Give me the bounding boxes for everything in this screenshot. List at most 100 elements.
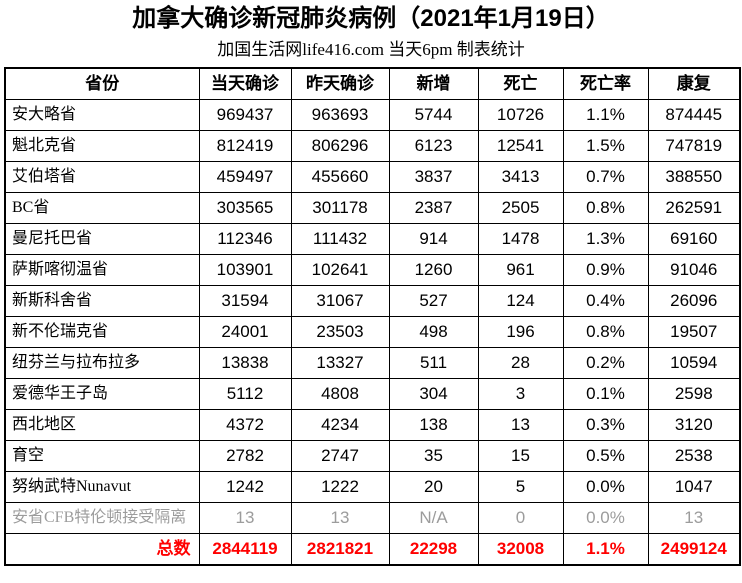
province-name-cell: 纽芬兰与拉布拉多 (4, 347, 200, 379)
value-cell: 2782 (198, 440, 292, 472)
value-cell: 124 (477, 285, 564, 317)
value-cell: 3837 (388, 161, 479, 193)
province-name-cell: 新不伦瑞克省 (4, 316, 200, 348)
value-cell: 112346 (198, 223, 292, 255)
table-row: 纽芬兰与拉布拉多 13838 13327 511 28 0.2% 10594 (4, 347, 741, 379)
province-name-cell: 艾伯塔省 (4, 161, 200, 193)
province-name-cell: 魁北克省 (4, 130, 200, 162)
value-cell: 1.1% (562, 99, 649, 131)
table-row: 西北地区 4372 4234 138 13 0.3% 3120 (4, 409, 741, 441)
value-cell: 0.8% (562, 192, 649, 224)
value-cell: 969437 (198, 99, 292, 131)
value-cell: 806296 (290, 130, 390, 162)
value-cell: 2538 (647, 440, 741, 472)
col-header-today: 当天确诊 (198, 67, 292, 100)
table-header-row: 省份 当天确诊 昨天确诊 新增 死亡 死亡率 康复 (4, 67, 741, 100)
table-row: 安大略省 969437 963693 5744 10726 1.1% 874445 (4, 99, 741, 131)
value-cell: 13 (198, 502, 292, 534)
value-cell: 24001 (198, 316, 292, 348)
value-cell: 91046 (647, 254, 741, 286)
value-cell: 304 (388, 378, 479, 410)
col-header-province: 省份 (4, 67, 200, 100)
page-subtitle: 加国生活网life416.com 当天6pm 制表统计 (217, 40, 525, 59)
value-cell: 15 (477, 440, 564, 472)
value-cell: 0.5% (562, 440, 649, 472)
province-name-cell: 育空 (4, 440, 200, 472)
table-row: 育空 2782 2747 35 15 0.5% 2538 (4, 440, 741, 472)
table-row: 总数 2844119 2821821 22298 32008 1.1% 2499124 (4, 533, 741, 566)
value-cell: 2387 (388, 192, 479, 224)
value-cell: 301178 (290, 192, 390, 224)
value-cell: 1242 (198, 471, 292, 503)
page-title: 加拿大确诊新冠肺炎病例（2021年1月19日） (132, 5, 610, 32)
value-cell: 28 (477, 347, 564, 379)
value-cell: 388550 (647, 161, 741, 193)
value-cell: 13327 (290, 347, 390, 379)
value-cell: 5744 (388, 99, 479, 131)
value-cell: 0.0% (562, 471, 649, 503)
value-cell: 2499124 (647, 533, 741, 566)
value-cell: 26096 (647, 285, 741, 317)
value-cell: 196 (477, 316, 564, 348)
value-cell: 103901 (198, 254, 292, 286)
value-cell: 0.1% (562, 378, 649, 410)
col-header-recovered: 康复 (647, 67, 741, 100)
value-cell: 31594 (198, 285, 292, 317)
col-header-yesterday: 昨天确诊 (290, 67, 390, 100)
province-name-cell: 努纳武特Nunavut (4, 471, 200, 503)
table-row: 曼尼托巴省 112346 111432 914 1478 1.3% 69160 (4, 223, 741, 255)
value-cell: 0.2% (562, 347, 649, 379)
value-cell: 69160 (647, 223, 741, 255)
value-cell: N/A (388, 502, 479, 534)
value-cell: 138 (388, 409, 479, 441)
value-cell: 4234 (290, 409, 390, 441)
province-name-cell: 新斯科舍省 (4, 285, 200, 317)
value-cell: 31067 (290, 285, 390, 317)
value-cell: 0.8% (562, 316, 649, 348)
value-cell: 102641 (290, 254, 390, 286)
table-row: 艾伯塔省 459497 455660 3837 3413 0.7% 388550 (4, 161, 741, 193)
value-cell: 3413 (477, 161, 564, 193)
value-cell: 963693 (290, 99, 390, 131)
value-cell: 13 (290, 502, 390, 534)
table-row: 新不伦瑞克省 24001 23503 498 196 0.8% 19507 (4, 316, 741, 348)
value-cell: 1.5% (562, 130, 649, 162)
value-cell: 0.3% (562, 409, 649, 441)
table-row: 萨斯喀彻温省 103901 102641 1260 961 0.9% 91046 (4, 254, 741, 286)
value-cell: 2821821 (290, 533, 390, 566)
value-cell: 0.4% (562, 285, 649, 317)
value-cell: 12541 (477, 130, 564, 162)
value-cell: 13 (477, 409, 564, 441)
col-header-rate: 死亡率 (562, 67, 649, 100)
province-name-cell: 曼尼托巴省 (4, 223, 200, 255)
value-cell: 35 (388, 440, 479, 472)
value-cell: 3 (477, 378, 564, 410)
value-cell: 0.7% (562, 161, 649, 193)
value-cell: 13838 (198, 347, 292, 379)
province-name-cell: 爱德华王子岛 (4, 378, 200, 410)
province-name-cell: BC省 (4, 192, 200, 224)
value-cell: 1222 (290, 471, 390, 503)
table-row: 新斯科舍省 31594 31067 527 124 0.4% 26096 (4, 285, 741, 317)
province-name-cell: 安大略省 (4, 99, 200, 131)
value-cell: 6123 (388, 130, 479, 162)
value-cell: 22298 (388, 533, 479, 566)
value-cell: 19507 (647, 316, 741, 348)
value-cell: 1260 (388, 254, 479, 286)
value-cell: 2747 (290, 440, 390, 472)
col-header-new: 新增 (388, 67, 479, 100)
table-row: 魁北克省 812419 806296 6123 12541 1.5% 747819 (4, 130, 741, 162)
value-cell: 812419 (198, 130, 292, 162)
value-cell: 10726 (477, 99, 564, 131)
value-cell: 914 (388, 223, 479, 255)
value-cell: 0.0% (562, 502, 649, 534)
value-cell: 111432 (290, 223, 390, 255)
value-cell: 303565 (198, 192, 292, 224)
value-cell: 961 (477, 254, 564, 286)
value-cell: 2598 (647, 378, 741, 410)
value-cell: 874445 (647, 99, 741, 131)
province-name-cell: 安省CFB特伦顿接受隔离 (4, 502, 200, 534)
value-cell: 20 (388, 471, 479, 503)
table-body: 安大略省 969437 963693 5744 10726 1.1% 874445 魁北克省 8… (4, 99, 741, 566)
value-cell: 1047 (647, 471, 741, 503)
